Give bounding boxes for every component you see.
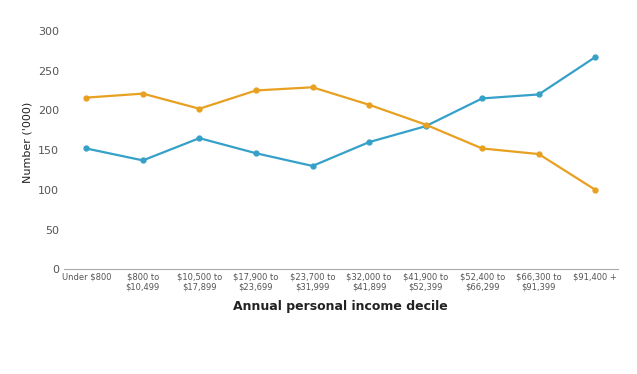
Line: Female: Female xyxy=(84,85,598,192)
Female xyxy=(478,146,486,151)
Legend: Male, Female: Male, Female xyxy=(269,372,412,374)
Male xyxy=(309,164,317,168)
Male xyxy=(139,158,147,163)
Female xyxy=(422,122,429,127)
Female xyxy=(365,102,373,107)
Male xyxy=(591,55,599,59)
Line: Male: Male xyxy=(84,55,598,168)
Female xyxy=(252,88,260,93)
Female xyxy=(139,91,147,96)
Y-axis label: Number ('000): Number ('000) xyxy=(22,101,32,183)
Female xyxy=(535,152,543,156)
Female xyxy=(309,85,317,89)
Female xyxy=(196,107,203,111)
Male xyxy=(83,146,90,151)
Male xyxy=(365,140,373,144)
Male xyxy=(478,96,486,101)
X-axis label: Annual personal income decile: Annual personal income decile xyxy=(233,300,448,313)
Male xyxy=(422,124,429,129)
Male xyxy=(196,136,203,140)
Male xyxy=(535,92,543,97)
Male xyxy=(252,151,260,156)
Female xyxy=(591,188,599,192)
Female xyxy=(83,95,90,100)
